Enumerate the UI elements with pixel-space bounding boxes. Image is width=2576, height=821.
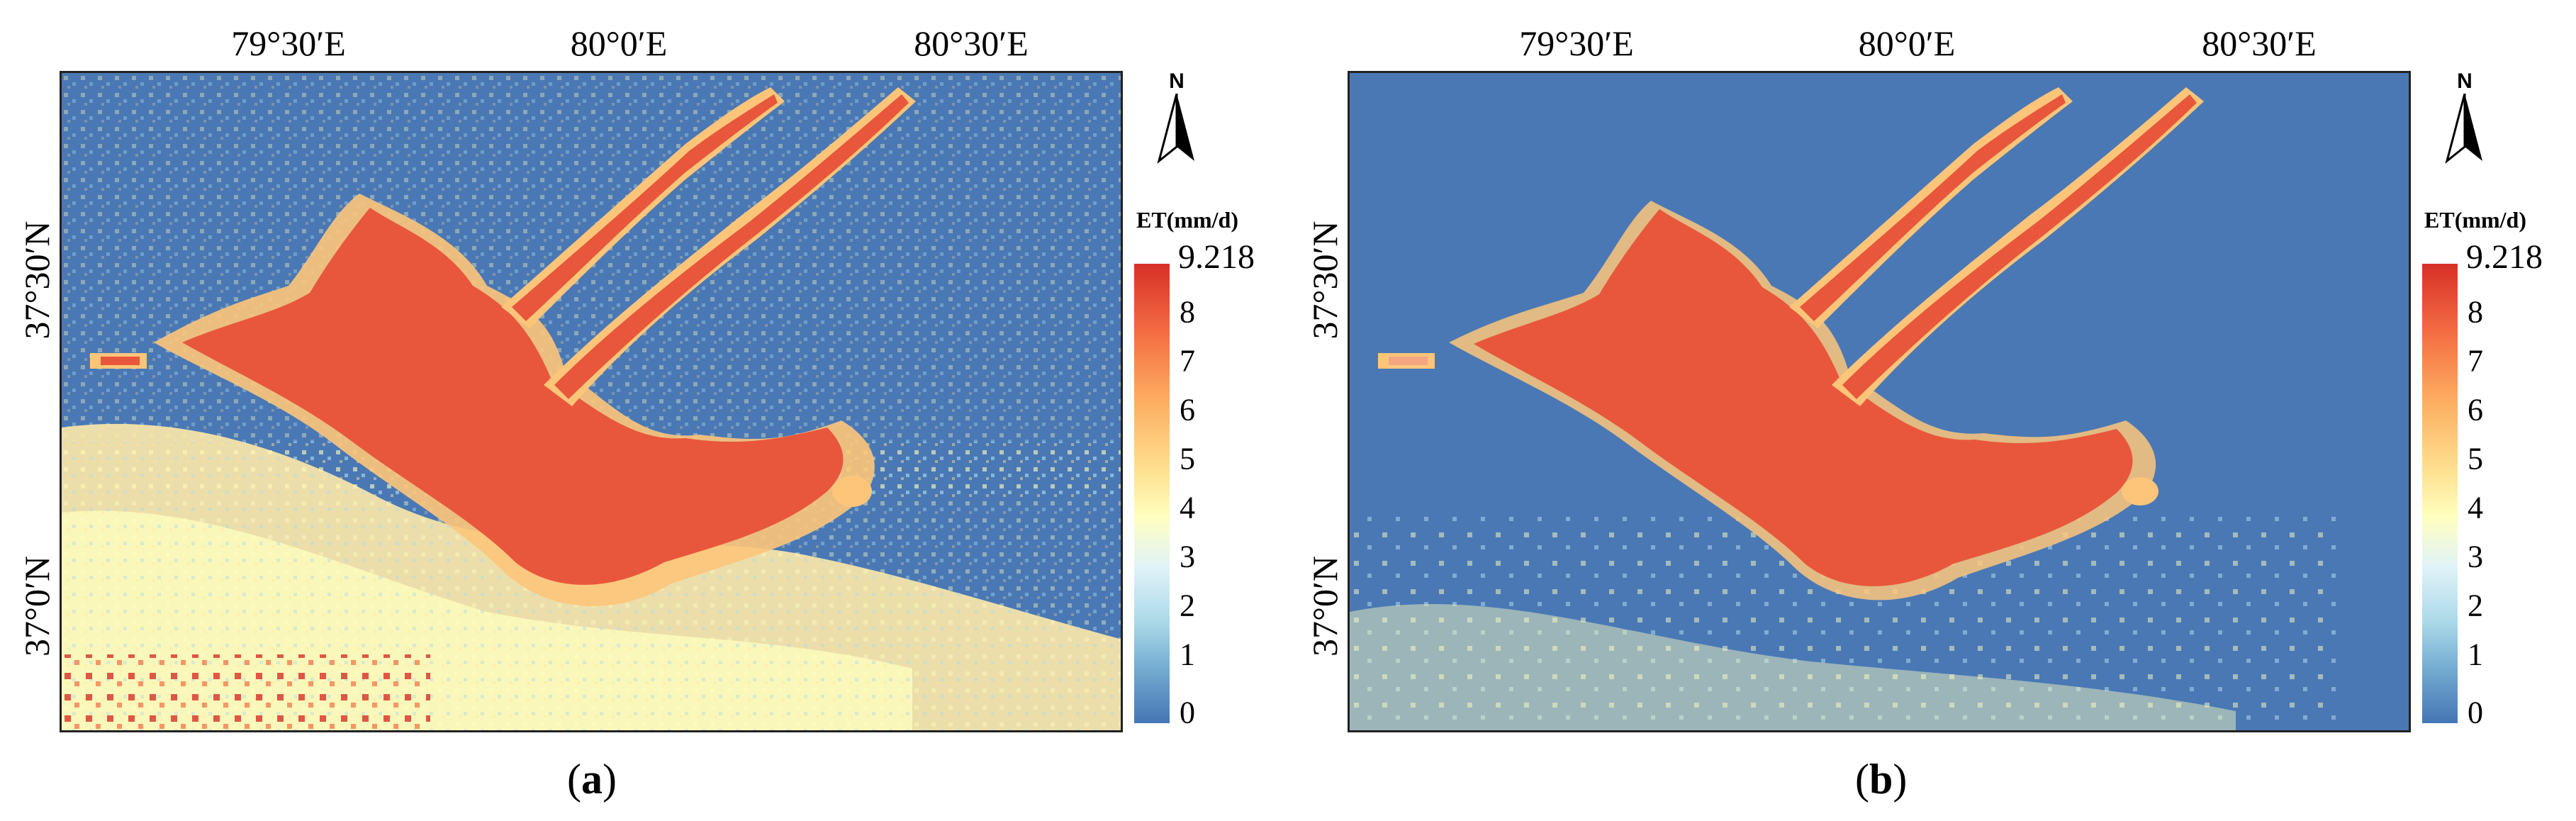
legend-tick: 8 [1180, 294, 1195, 330]
et-map-a [60, 71, 1123, 732]
legend-tick: 3 [2468, 539, 2483, 574]
lon-label-3: 80°30′E [914, 23, 1029, 63]
et-map-b [1348, 71, 2411, 732]
lon-label-1: 79°30′E [1519, 23, 1634, 63]
lon-label-1: 79°30′E [231, 23, 346, 63]
legend-max: 9.218 [2466, 238, 2543, 276]
lat-label-1: 37°30′N [17, 220, 57, 340]
lat-label-2: 37°0′N [1305, 555, 1345, 657]
legend-tick: 6 [2468, 392, 2483, 428]
legend-title: ET(mm/d) [1136, 207, 1238, 233]
legend-tick: 2 [1180, 588, 1195, 623]
legend-colorbar [2422, 264, 2458, 723]
legend-tick: 1 [1180, 637, 1195, 672]
legend-tick: 3 [1180, 539, 1195, 574]
lon-label-2: 80°0′E [570, 23, 668, 63]
legend-tick: 5 [1180, 441, 1195, 476]
panel-caption-b: (b) [1855, 756, 1908, 803]
legend-tick: 6 [1180, 392, 1195, 428]
legend-tick: 0 [1180, 695, 1195, 730]
et-raster-a [62, 73, 1121, 730]
legend-max: 9.218 [1178, 238, 1255, 276]
legend-tick: 5 [2468, 441, 2483, 476]
legend-tick: 1 [2468, 637, 2483, 672]
legend-tick: 7 [2468, 343, 2483, 379]
north-arrow-a: N [1148, 69, 1205, 168]
panel-caption-a: (a) [567, 756, 617, 803]
et-raster-b [1350, 73, 2409, 730]
map-panel-b: 79°30′E 80°0′E 80°30′E 37°30′N 37°0′N [1288, 0, 2576, 821]
legend-tick: 0 [2468, 695, 2483, 730]
north-arrow-b: N [2436, 69, 2493, 168]
legend-colorbar [1134, 264, 1170, 723]
legend-title: ET(mm/d) [2424, 207, 2526, 233]
north-letter: N [1169, 69, 1185, 93]
north-arrow-icon [2445, 93, 2482, 164]
map-panel-a: 79°30′E 80°0′E 80°30′E 37°30′N 37°0′N [17, 23, 1255, 803]
legend-tick: 8 [2468, 294, 2483, 330]
lat-label-2: 37°0′N [17, 555, 57, 657]
north-arrow-icon [1157, 93, 1194, 164]
lon-label-2: 80°0′E [1858, 23, 1956, 63]
legend-tick: 4 [1180, 490, 1195, 525]
legend-tick: 4 [2468, 490, 2483, 525]
lon-label-3: 80°30′E [2202, 23, 2317, 63]
legend-tick: 7 [1180, 343, 1195, 379]
north-letter: N [2457, 69, 2473, 93]
legend-tick: 2 [2468, 588, 2483, 623]
lat-label-1: 37°30′N [1305, 220, 1345, 340]
